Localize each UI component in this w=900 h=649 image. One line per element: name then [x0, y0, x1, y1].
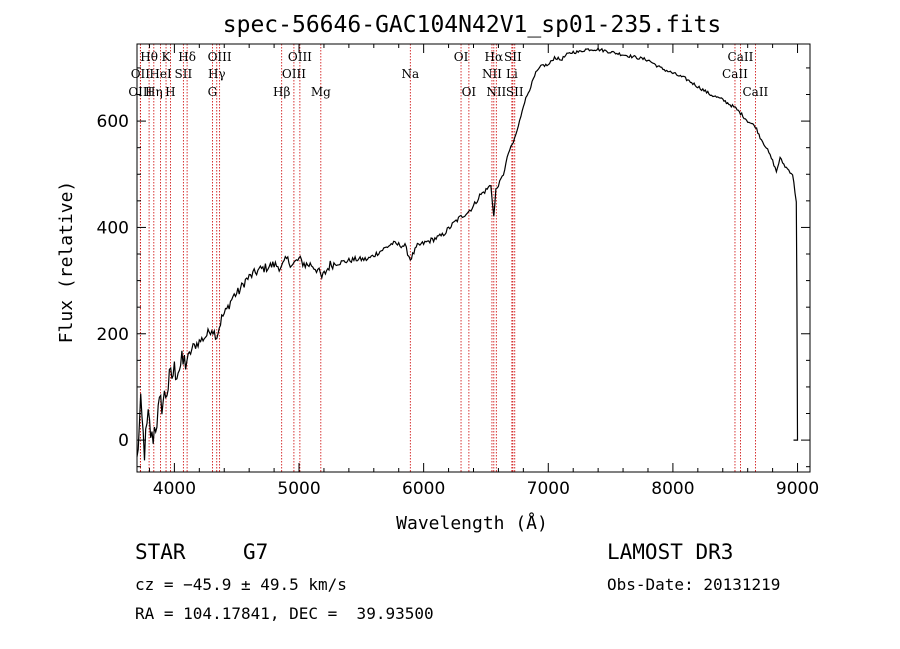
redshift-velocity: cz = −45.9 ± 49.5 km/s — [135, 575, 347, 594]
spectral-line-label: Hβ — [273, 85, 290, 99]
spectral-line-label: Hθ — [140, 50, 158, 64]
x-tick-label: 8000 — [651, 479, 694, 499]
y-tick-label: 400 — [97, 218, 129, 238]
spectral-line-label: HeI — [149, 67, 172, 81]
spectral-line-label: Hα — [485, 50, 504, 64]
x-tick-label: 5000 — [277, 479, 320, 499]
spectral-line-label: CaII — [742, 85, 768, 99]
x-tick-label: 4000 — [153, 479, 196, 499]
spectral-line-label: OI — [462, 85, 477, 99]
spectral-line-label: SII — [504, 50, 522, 64]
spectral-line-label: OIII — [208, 50, 232, 64]
sky-coordinates: RA = 104.17841, DEC = 39.93500 — [135, 604, 434, 623]
spectral-line-label: OIII — [128, 85, 152, 99]
spectral-line-label: K — [162, 50, 172, 64]
plot-frame — [136, 43, 811, 473]
y-tick-label: 200 — [97, 325, 129, 345]
spectral-line-markers — [139, 44, 756, 472]
object-subclass: G7 — [243, 540, 269, 564]
survey-name: LAMOST DR3 — [607, 540, 734, 564]
y-tick-label: 0 — [118, 431, 129, 451]
flux-series-line — [136, 47, 799, 461]
x-tick-label: 7000 — [527, 479, 570, 499]
spectral-line-label: Hη — [145, 85, 163, 99]
spectral-line-label: CaII — [728, 50, 754, 64]
spectral-line-label: OII — [131, 67, 151, 81]
spectral-line-label: Mg — [311, 85, 331, 99]
y-axis-label: Flux (relative) — [56, 181, 77, 344]
spectral-line-label: SII — [506, 85, 524, 99]
chart-title: spec-56646-GAC104N42V1_sp01-235.fits — [223, 12, 722, 38]
x-tick-label: 9000 — [776, 479, 819, 499]
spectral-line-label: Hδ — [178, 50, 196, 64]
spectral-line-label: Na — [401, 67, 419, 81]
x-tick-label: 6000 — [402, 479, 445, 499]
spectral-line-label: Li — [506, 67, 518, 81]
observation-date: Obs-Date: 20131219 — [607, 575, 781, 594]
spectral-line-label: G — [208, 85, 218, 99]
y-tick-label: 600 — [97, 112, 129, 132]
object-class: STAR — [135, 540, 186, 564]
spectral-line-label: OI — [454, 50, 469, 64]
spectral-line-label: NII — [482, 67, 502, 81]
spectral-line-label: H — [165, 85, 175, 99]
spectral-line-label: Hγ — [208, 67, 226, 81]
spectral-line-label: SII — [175, 67, 193, 81]
x-axis-label: Wavelength (Å) — [396, 512, 548, 534]
spectral-line-label: OIII — [288, 50, 312, 64]
spectral-line-label: NII — [486, 85, 506, 99]
axis-ticks: 4000 5000 6000 7000 8000 9000 0 200 400 600 — [97, 44, 819, 499]
spectral-line-label: OIII — [282, 67, 306, 81]
spectral-line-label: CaII — [722, 67, 748, 81]
